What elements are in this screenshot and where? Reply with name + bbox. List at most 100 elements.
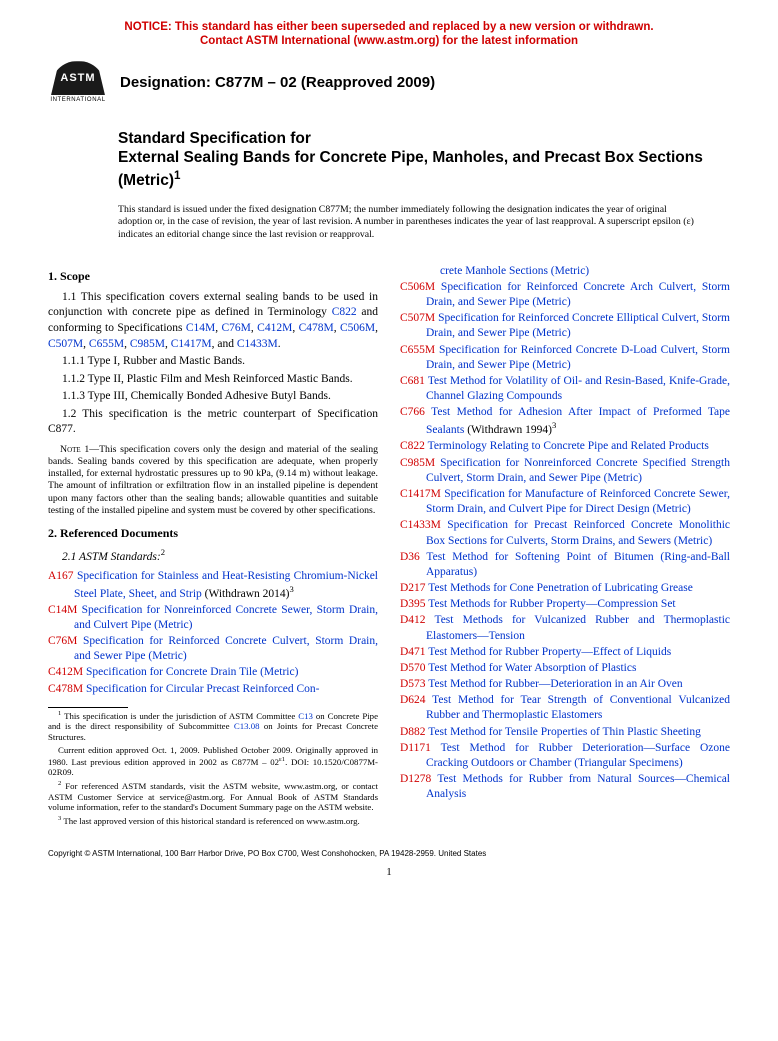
ref-title[interactable]: Specification for Reinforced Concrete Cu… (74, 635, 378, 662)
link-c822[interactable]: C822 (332, 306, 357, 318)
ref-title[interactable]: Specification for Reinforced Concrete El… (426, 312, 730, 339)
ref-title[interactable]: Specification for Concrete Drain Tile (M… (86, 666, 298, 678)
ref-code[interactable]: D36 (400, 551, 420, 563)
body-columns: 1. Scope 1.1 This specification covers e… (48, 264, 730, 827)
ref-code[interactable]: C985M (400, 457, 435, 469)
ref-entry: D36 Test Method for Softening Point of B… (400, 550, 730, 580)
ref-entry: D1278 Test Methods for Rubber from Natur… (400, 772, 730, 802)
ref-entry: D1171 Test Method for Rubber Deteriorati… (400, 741, 730, 771)
notice-line1: NOTICE: This standard has either been su… (48, 20, 730, 34)
link-c13-08[interactable]: C13.08 (234, 721, 260, 731)
ref-code[interactable]: D1278 (400, 773, 431, 785)
link-c1433m[interactable]: C1433M (237, 338, 278, 350)
astm-logo-mark: ASTM (51, 61, 105, 95)
ref-entry: D217 Test Methods for Cone Penetration o… (400, 581, 730, 596)
left-ref-list: A167 Specification for Stainless and Hea… (48, 569, 378, 697)
ref-code[interactable]: A167 (48, 570, 74, 582)
link-c14m[interactable]: C14M (186, 322, 215, 334)
ref-title[interactable]: Test Methods for Cone Penetration of Lub… (428, 582, 693, 594)
ref-title[interactable]: Test Method for Water Absorption of Plas… (428, 662, 636, 674)
ref-title[interactable]: Test Method for Tensile Properties of Th… (428, 726, 701, 738)
ref-title[interactable]: Specification for Manufacture of Reinfor… (426, 488, 730, 515)
ref-title[interactable]: Test Method for Rubber Property—Effect o… (428, 646, 671, 658)
ref-code[interactable]: D624 (400, 694, 426, 706)
page-number: 1 (48, 865, 730, 880)
ref-title[interactable]: Specification for Reinforced Concrete Ar… (426, 281, 730, 308)
ref-code[interactable]: C655M (400, 344, 435, 356)
link-c76m[interactable]: C76M (222, 322, 251, 334)
ref-code[interactable]: D471 (400, 646, 426, 658)
ref-title[interactable]: Specification for Precast Reinforced Con… (426, 519, 730, 546)
ref-title[interactable]: Test Methods for Rubber Property—Compres… (428, 598, 675, 610)
title-main: External Sealing Bands for Concrete Pipe… (118, 148, 730, 191)
ref-entry: A167 Specification for Stainless and Hea… (48, 569, 378, 602)
ref-code[interactable]: D395 (400, 598, 426, 610)
ref-code[interactable]: C478M (48, 683, 83, 695)
ref-entry: D570 Test Method for Water Absorption of… (400, 661, 730, 676)
footnote-1b: Current edition approved Oct. 1, 2009. P… (48, 745, 378, 778)
ref-entry: C822 Terminology Relating to Concrete Pi… (400, 439, 730, 454)
right-ref-list: crete Manhole Sections (Metric) C506M Spe… (400, 264, 730, 803)
ref-entry: D471 Test Method for Rubber Property—Eff… (400, 645, 730, 660)
title-block: Standard Specification for External Seal… (118, 129, 730, 192)
ref-title-continuation[interactable]: crete Manhole Sections (Metric) (440, 265, 589, 277)
astm-logo-sub: INTERNATIONAL (50, 96, 105, 104)
ref-code[interactable]: D412 (400, 614, 426, 626)
ref-entry: C1433M Specification for Precast Reinfor… (400, 518, 730, 548)
ref-entry: D573 Test Method for Rubber—Deterioratio… (400, 677, 730, 692)
ref-code[interactable]: D573 (400, 678, 426, 690)
ref-code[interactable]: C507M (400, 312, 435, 324)
ref-title[interactable]: Test Method for Softening Point of Bitum… (426, 551, 730, 578)
ref-title[interactable]: Terminology Relating to Concrete Pipe an… (428, 440, 709, 452)
link-c506m[interactable]: C506M (340, 322, 375, 334)
title-sup: 1 (174, 169, 180, 182)
ref-code[interactable]: C506M (400, 281, 435, 293)
notice-banner: NOTICE: This standard has either been su… (48, 20, 730, 49)
ref-entry: C655M Specification for Reinforced Concr… (400, 343, 730, 373)
ref-code[interactable]: D882 (400, 726, 426, 738)
ref-code[interactable]: C766 (400, 406, 425, 418)
notice-line2: Contact ASTM International (www.astm.org… (48, 34, 730, 48)
ref-code[interactable]: C412M (48, 666, 83, 678)
ref-suffix: (Withdrawn 1994) (464, 424, 552, 436)
link-c412m[interactable]: C412M (257, 322, 292, 334)
section-1-heading: 1. Scope (48, 268, 378, 284)
ref-code[interactable]: D217 (400, 582, 426, 594)
ref-title[interactable]: Test Method for Tear Strength of Convent… (426, 694, 730, 721)
ref-code[interactable]: D1171 (400, 742, 431, 754)
ref-code[interactable]: C1417M (400, 488, 441, 500)
ref-title[interactable]: Specification for Circular Precast Reinf… (86, 683, 319, 695)
ref-title[interactable]: Test Methods for Vulcanized Rubber and T… (426, 614, 730, 641)
ref-code[interactable]: C14M (48, 604, 77, 616)
ref-entry: crete Manhole Sections (Metric) (400, 264, 730, 279)
link-c985m[interactable]: C985M (130, 338, 165, 350)
ref-code[interactable]: C822 (400, 440, 425, 452)
ref-code[interactable]: D570 (400, 662, 426, 674)
right-column: crete Manhole Sections (Metric) C506M Spe… (400, 264, 730, 827)
ref-entry: C76M Specification for Reinforced Concre… (48, 634, 378, 664)
ref-code[interactable]: C1433M (400, 519, 441, 531)
astm-logo: ASTM INTERNATIONAL (48, 59, 108, 107)
designation: Designation: C877M – 02 (Reapproved 2009… (120, 73, 435, 93)
ref-title[interactable]: Test Method for Rubber—Deterioration in … (428, 678, 682, 690)
ref-title[interactable]: Test Methods for Rubber from Natural Sou… (426, 773, 730, 800)
title-main-text: External Sealing Bands for Concrete Pipe… (118, 149, 703, 189)
ref-title[interactable]: Specification for Nonreinforced Concrete… (74, 604, 378, 631)
ref-entry: D882 Test Method for Tensile Properties … (400, 725, 730, 740)
ref-code[interactable]: C76M (48, 635, 77, 647)
para-1-1-2: 1.1.2 Type II, Plastic Film and Mesh Rei… (48, 372, 378, 388)
link-c507m[interactable]: C507M (48, 338, 83, 350)
ref-title[interactable]: Test Method for Volatility of Oil- and R… (426, 375, 730, 402)
link-c655m[interactable]: C655M (89, 338, 124, 350)
ref-title[interactable]: Test Method for Rubber Deterioration—Sur… (426, 742, 730, 769)
para-1-1-1: 1.1.1 Type I, Rubber and Mastic Bands. (48, 354, 378, 370)
ref-code[interactable]: C681 (400, 375, 425, 387)
ref-entry: D395 Test Methods for Rubber Property—Co… (400, 597, 730, 612)
link-c1417m[interactable]: C1417M (171, 338, 212, 350)
copyright-line: Copyright © ASTM International, 100 Barr… (48, 849, 730, 860)
link-c478m[interactable]: C478M (299, 322, 334, 334)
ref-title[interactable]: Specification for Nonreinforced Concrete… (426, 457, 730, 484)
ref-entry: C507M Specification for Reinforced Concr… (400, 311, 730, 341)
ref-title[interactable]: Specification for Reinforced Concrete D-… (426, 344, 730, 371)
link-c13[interactable]: C13 (298, 711, 313, 721)
